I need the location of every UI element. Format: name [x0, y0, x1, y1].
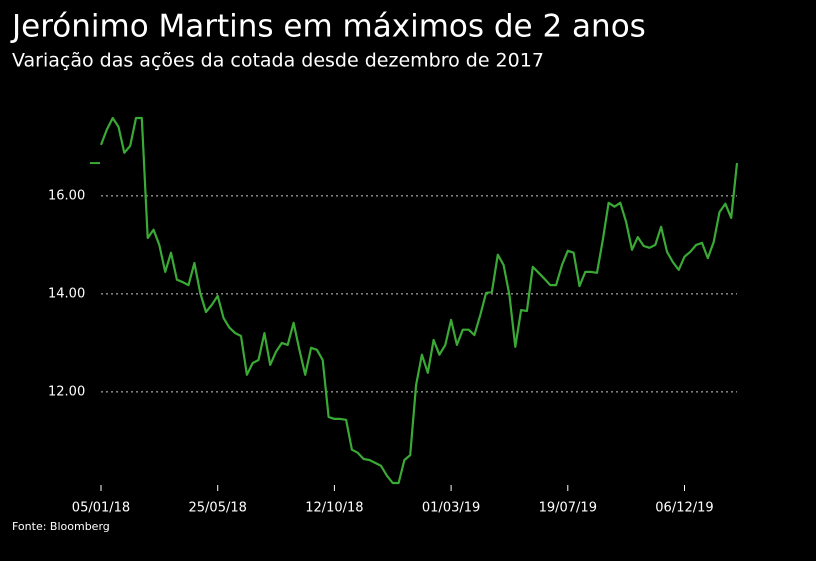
x-tick-label: 05/01/18 [72, 501, 130, 516]
x-tick-label: 06/12/19 [655, 501, 713, 516]
source: Fonte: Bloomberg [12, 520, 110, 533]
x-tick-label: 01/03/19 [422, 501, 480, 516]
y-tick-label: 14.00 [48, 286, 85, 301]
y-tick-label: 12.00 [48, 384, 85, 399]
y-tick-label: 16.00 [48, 188, 85, 203]
x-tick-label: 12/10/18 [305, 501, 363, 516]
chart-subtitle: Variação das ações da cotada desde dezem… [12, 50, 544, 72]
x-tick-label: 19/07/19 [539, 501, 597, 516]
line [99, 116, 739, 485]
chart-title: Jerónimo Martins em máximos de 2 anos [10, 9, 646, 45]
x-tick-label: 25/05/18 [189, 501, 247, 516]
